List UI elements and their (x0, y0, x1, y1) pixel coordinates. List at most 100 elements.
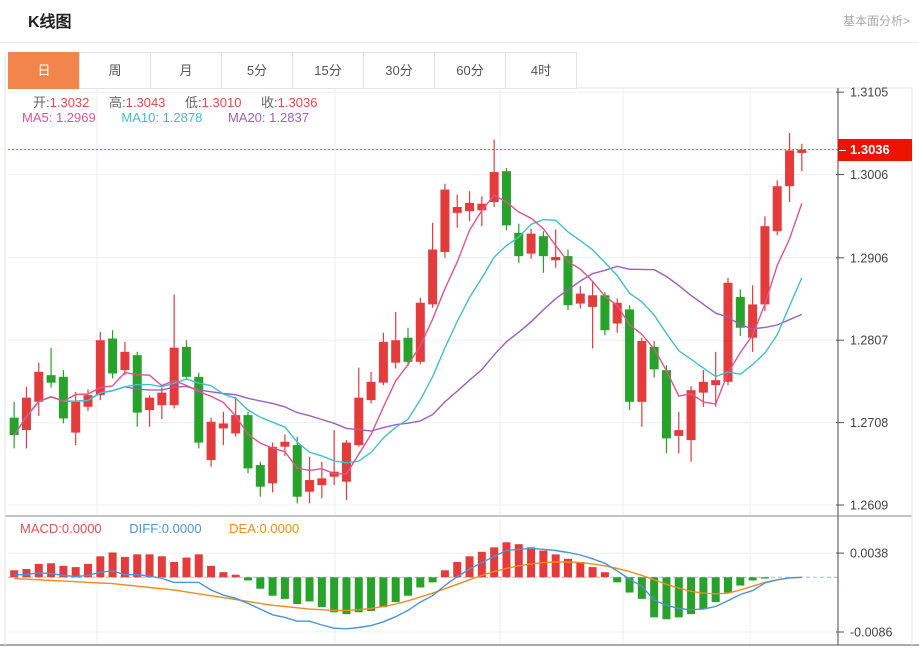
ma5-value: 1.2969 (55, 110, 96, 125)
candle-down (46, 375, 56, 383)
macd-bar-positive (465, 556, 474, 578)
tab-15min[interactable]: 15分 (292, 52, 364, 89)
ma10-value: 1.2878 (162, 110, 203, 125)
macd-bar-positive (182, 557, 191, 578)
price-tag-tick (839, 150, 846, 152)
candle-up (477, 203, 487, 211)
macd-bar-positive (539, 550, 548, 578)
macd-bar-positive (514, 544, 523, 578)
macd-bar-negative (625, 577, 634, 593)
candle-down (563, 256, 573, 306)
price-axis-label: 1.2609 (850, 499, 888, 513)
candle-up (440, 189, 450, 252)
candle-up (575, 293, 585, 304)
high-label: 高: (109, 95, 126, 110)
candle-up (551, 256, 561, 261)
macd-bar-negative (330, 577, 339, 613)
macd-bar-negative (404, 577, 412, 596)
price-axis-label: 1.3105 (850, 86, 888, 100)
candle-up (489, 172, 499, 203)
ma20-value: 1.2837 (269, 110, 309, 125)
candle-down (58, 376, 68, 419)
macd-bar-positive (59, 565, 68, 578)
macd-bar-negative (662, 577, 671, 620)
macd-bar-positive (207, 565, 216, 578)
candle-up (465, 202, 475, 212)
close-label: 收: (261, 95, 278, 110)
candle-up (378, 341, 388, 383)
candle-up (785, 150, 795, 187)
macd-legend: MACD:0.0000 DIFF:0.0000 DEA:0.0000 (20, 521, 323, 536)
candle-up (120, 351, 130, 371)
macd-bar-negative (674, 577, 683, 618)
macd-bar-positive (490, 547, 499, 578)
fundamental-analysis-link[interactable]: 基本面分析> (842, 14, 910, 28)
tab-day[interactable]: 日 (8, 52, 80, 89)
ma5-line (13, 194, 803, 475)
macd-label: MACD: (20, 521, 62, 536)
candle-down (194, 376, 204, 443)
candle-up (637, 341, 647, 402)
macd-bar-positive (440, 570, 449, 578)
macd-axis-label: -0.0086 (850, 626, 892, 640)
candle-up (686, 390, 696, 441)
tab-month[interactable]: 月 (150, 52, 222, 89)
candle-up (772, 186, 782, 232)
candle-down (292, 445, 302, 497)
ma20-line (13, 265, 803, 436)
dea-line (14, 561, 802, 612)
candle-down (735, 296, 745, 328)
macd-bar-negative (428, 577, 437, 583)
dea-value: 0.0000 (259, 521, 300, 536)
diff-label: DIFF: (129, 521, 162, 536)
candle-up (612, 302, 622, 324)
candle-up (218, 423, 228, 429)
candle-up (317, 478, 327, 486)
macd-bar-negative (280, 577, 289, 599)
price-axis-label: 1.3006 (850, 168, 888, 182)
macd-bar-positive (157, 556, 166, 578)
macd-axis-label: 0.0038 (850, 547, 888, 561)
ma10-label: MA10: (121, 110, 159, 125)
candle-up (268, 446, 278, 484)
candle-up (71, 401, 81, 433)
ma10-line (13, 218, 803, 464)
macd-bar-negative (268, 577, 277, 596)
macd-bar-positive (34, 563, 43, 578)
candle-down (501, 171, 511, 226)
tab-60min[interactable]: 60分 (434, 52, 506, 89)
candle-up (674, 430, 684, 436)
candle-up (391, 340, 401, 363)
macd-bar-negative (711, 577, 720, 603)
macd-bar-negative (687, 577, 696, 615)
macd-bar-negative (244, 577, 252, 581)
candle-up (760, 226, 770, 305)
macd-bar-positive (576, 562, 585, 578)
low-value: 1.3010 (201, 95, 242, 110)
tab-4hour[interactable]: 4时 (505, 52, 577, 89)
macd-bar-negative (748, 577, 757, 581)
candle-up (748, 304, 758, 338)
macd-bar-negative (416, 577, 425, 588)
macd-bar-positive (551, 554, 560, 578)
macd-bar-positive (600, 572, 609, 578)
macd-bar-negative (293, 577, 302, 604)
candle-down (649, 346, 659, 370)
macd-bar-positive (527, 547, 536, 578)
macd-bar-negative (317, 577, 326, 608)
candle-up (145, 397, 155, 411)
macd-bar-positive (84, 563, 92, 578)
high-value: 1.3043 (125, 95, 166, 110)
macd-bar-positive (133, 554, 142, 578)
macd-bar-positive (219, 572, 228, 578)
candle-down (243, 415, 253, 469)
tab-30min[interactable]: 30分 (363, 52, 435, 89)
candle-down (514, 232, 524, 257)
tab-5min[interactable]: 5分 (221, 52, 293, 89)
macd-bar-negative (379, 577, 388, 608)
candle-down (661, 370, 671, 439)
candle-down (255, 465, 265, 487)
macd-bar-positive (22, 569, 31, 578)
tab-week[interactable]: 周 (79, 52, 151, 89)
